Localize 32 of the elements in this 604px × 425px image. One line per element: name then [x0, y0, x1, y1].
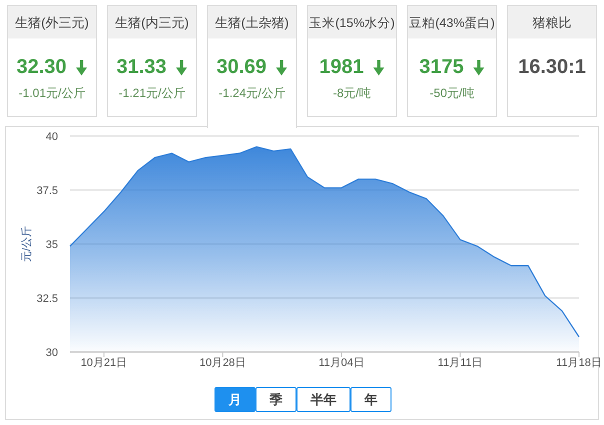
text: 16.30:1	[518, 56, 586, 78]
button: 季	[256, 387, 296, 412]
y-tick-label: 30	[46, 347, 58, 359]
y-tick-label: 32.5	[36, 293, 58, 305]
button: 月	[214, 387, 256, 412]
button: 半年	[296, 387, 350, 412]
text: 3175	[419, 56, 464, 78]
y-axis-title: 元/公斤	[20, 226, 33, 262]
text: 生猪(土杂猪)	[215, 15, 289, 30]
y-tick-label: 40	[46, 131, 58, 143]
text: 生猪(外三元)	[15, 15, 89, 30]
text: -1.21元/公斤	[118, 86, 186, 100]
text: 1981	[319, 56, 364, 78]
text: 豆粕(43%蛋白)	[409, 16, 495, 30]
text: 30.69	[216, 56, 267, 78]
text: 猪粮比	[532, 15, 572, 30]
text: 32.30	[16, 56, 67, 78]
x-tick-label: 10月21日	[80, 357, 128, 369]
x-tick-label: 11月18日	[556, 357, 602, 369]
text: 玉米(15%水分)	[309, 16, 395, 30]
text: -8元/吨	[332, 86, 372, 100]
y-tick-label: 37.5	[36, 185, 58, 197]
text: -1.01元/公斤	[18, 86, 86, 100]
y-tick-label: 35	[46, 239, 58, 251]
text: -1.24元/公斤	[218, 86, 286, 100]
x-tick-label: 11月11日	[438, 357, 483, 369]
button: 年	[350, 387, 392, 412]
x-tick-label: 10月28日	[199, 357, 246, 369]
x-tick-label: 11月04日	[318, 357, 364, 369]
text: 生猪(内三元)	[115, 15, 189, 30]
text: 31.33	[116, 56, 167, 78]
text: -50元/吨	[430, 86, 474, 100]
